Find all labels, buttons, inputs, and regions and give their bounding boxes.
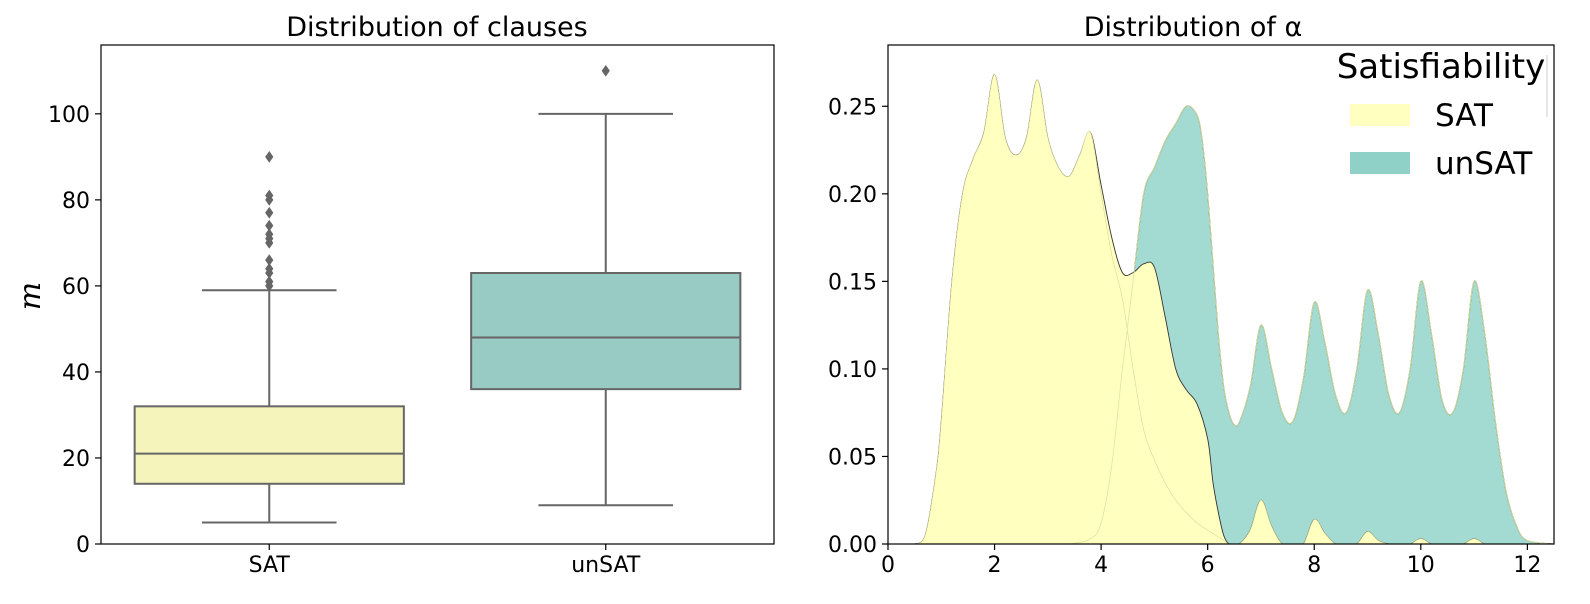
left-y-tick-label-1: 20	[62, 447, 90, 472]
right-x-tick-label-1: 2	[988, 553, 1002, 578]
legend: Satisfiability SAT unSAT	[1337, 47, 1548, 182]
area-sat-base	[888, 74, 1554, 545]
legend-title: Satisfiability	[1337, 47, 1546, 87]
outlier-sat-12	[265, 150, 274, 163]
outlier-unsat-0	[601, 64, 610, 77]
left-y-tick-label-0: 0	[76, 533, 90, 558]
left-chart-title: Distribution of clauses	[286, 12, 587, 43]
outlier-sat-11	[265, 189, 274, 202]
outlier-sat-4	[265, 254, 274, 266]
right-x-tick-label-6: 12	[1513, 553, 1541, 578]
left-y-tick-label-3: 60	[62, 275, 90, 300]
left-y-tick-label-5: 100	[48, 103, 90, 128]
left-x-tick-label-sat: SAT	[249, 553, 291, 578]
right-y-tick-label-5: 0.25	[828, 95, 877, 120]
right-y-tick-label-3: 0.15	[828, 270, 877, 295]
right-x-tick-label-2: 4	[1094, 553, 1108, 578]
left-y-tick-label-4: 80	[62, 189, 90, 214]
box-sat	[133, 405, 405, 485]
outlier-sat-3	[265, 262, 274, 275]
right-y-tick-label-4: 0.20	[828, 183, 877, 208]
right-axes-frame	[887, 44, 1555, 545]
legend-label-unsat: unSAT	[1435, 146, 1533, 182]
right-x-tick-label-4: 8	[1307, 553, 1321, 578]
right-y-tick-label-0: 0.00	[828, 533, 877, 558]
left-x-tick-label-unsat: unSAT	[571, 553, 641, 578]
left-y-tick-label-2: 40	[62, 361, 90, 386]
left-axes-frame	[100, 44, 775, 545]
left-y-axis-label: m	[13, 282, 48, 310]
right-y-tick-label-2: 0.10	[828, 358, 877, 383]
alpha-density: Distribution of α 0.000.050.100.150.200.…	[828, 12, 1555, 578]
legend-swatch-unsat	[1350, 152, 1410, 174]
right-x-tick-label-3: 6	[1201, 553, 1215, 578]
outlier-sat-7	[265, 228, 274, 241]
right-y-tick-label-1: 0.05	[828, 445, 877, 470]
outlier-sat-8	[265, 219, 274, 232]
right-x-tick-label-0: 0	[881, 553, 895, 578]
right-plot-area: 0.00 0.05 0.10 0.15 0.20 0.25 0 2 4 6 8 10 12	[828, 74, 1555, 578]
legend-label-sat: SAT	[1435, 98, 1494, 134]
outlier-sat-1	[265, 275, 274, 288]
outlier-sat-9	[265, 206, 274, 219]
overlap-edge	[888, 105, 1555, 545]
box-unsat	[470, 271, 742, 391]
left-plot-area: 0 20 40 60 80 100 SAT unSAT	[48, 64, 742, 578]
legend-swatch-sat	[1350, 104, 1410, 126]
right-x-tick-label-5: 10	[1407, 553, 1435, 578]
clauses-boxplot: Distribution of clauses m 0 20 40 60 80 100 SA…	[13, 12, 775, 578]
right-chart-title: Distribution of α	[1084, 12, 1303, 43]
